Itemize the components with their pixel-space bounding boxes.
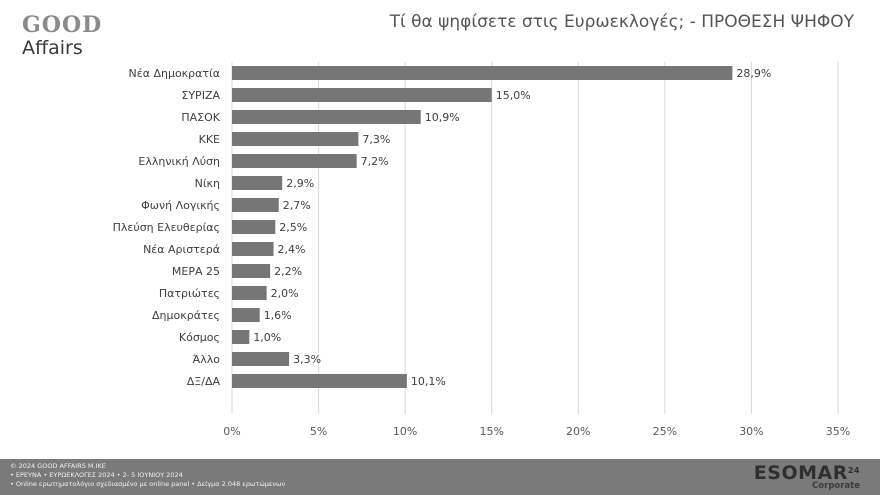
footer-method-info: • Online ερωτηματολόγιο σχεδιασμένο με o…: [10, 480, 286, 488]
esomar-text: ESOMAR: [753, 462, 848, 484]
category-label: ΣΥΡΙΖΑ: [181, 89, 220, 102]
value-label: 7,3%: [362, 133, 390, 146]
x-tick-label: 15%: [479, 425, 503, 438]
category-label: Ελληνική Λύση: [138, 155, 220, 168]
category-label: ΜΕΡΑ 25: [172, 265, 220, 278]
category-label: Νέα Δημοκρατία: [129, 67, 220, 80]
value-labels: 28,9% 15,0% 10,9% 7,3% 7,2% 2,9% 2,7% 2,5% 2,4% 2…: [253, 67, 771, 388]
value-label: 2,2%: [274, 265, 302, 278]
footer-survey-info: • ΕΡΕΥΝΑ • ΕΥΡΩΕΚΛΟΓΕΣ 2024 • 2- 5 ΙΟΥΝΙ…: [10, 471, 183, 479]
x-tick-label: 5%: [310, 425, 327, 438]
x-tick-label: 25%: [653, 425, 677, 438]
bar: [232, 374, 407, 388]
x-tick-label: 0%: [223, 425, 240, 438]
bar: [232, 176, 283, 190]
value-label: 1,6%: [264, 309, 292, 322]
bar: [232, 220, 276, 234]
value-label: 3,3%: [293, 353, 321, 366]
value-label: 28,9%: [736, 67, 771, 80]
bar: [232, 198, 279, 212]
esomar-corporate-label: Corporate: [812, 481, 860, 491]
category-label: Πλεύση Ελευθερίας: [113, 221, 220, 234]
category-label: ΠΑΣΟΚ: [181, 111, 220, 124]
category-label: Πατριώτες: [159, 287, 220, 300]
bar: [232, 330, 250, 344]
value-label: 1,0%: [253, 331, 281, 344]
value-label: 15,0%: [496, 89, 531, 102]
value-label: 2,0%: [271, 287, 299, 300]
bar: [232, 132, 359, 146]
category-label: ΚΚΕ: [199, 133, 220, 146]
bar: [232, 110, 421, 124]
category-label: Άλλο: [193, 353, 221, 366]
esomar-logo: ESOMAR24: [754, 463, 860, 483]
logo-text-good: GOOD: [22, 12, 103, 38]
value-label: 10,1%: [411, 375, 446, 388]
esomar-superscript: 24: [847, 466, 860, 475]
category-label: Φωνή Λογικής: [141, 199, 220, 212]
chart-title: Τί θα ψηφίσετε στις Ευρωεκλογές; - ΠΡΟΘΕ…: [389, 12, 854, 32]
bar: [232, 352, 290, 366]
value-label: 7,2%: [361, 155, 389, 168]
good-affairs-logo: GOOD Affairs: [22, 14, 112, 64]
bar: [232, 242, 274, 256]
x-tick-label: 35%: [826, 425, 850, 438]
bars: [232, 66, 733, 388]
value-label: 10,9%: [425, 111, 460, 124]
category-label: Δημοκράτες: [152, 309, 220, 322]
value-label: 2,4%: [278, 243, 306, 256]
bar: [232, 264, 271, 278]
category-label: Νίκη: [195, 177, 220, 190]
value-label: 2,7%: [283, 199, 311, 212]
bar: [232, 286, 267, 300]
logo-text-affairs: Affairs: [22, 37, 83, 59]
bar: [232, 154, 357, 168]
bar-chart: Νέα Δημοκρατία ΣΥΡΙΖΑ ΠΑΣΟΚ ΚΚΕ Ελληνική Λύσ…: [113, 62, 850, 438]
x-axis-ticks: 0% 5% 10% 15% 20% 25% 30% 35%: [223, 425, 850, 438]
bar: [232, 88, 492, 102]
value-label: 2,5%: [279, 221, 307, 234]
category-label: ΔΞ/ΔΑ: [187, 375, 221, 388]
category-label: Κόσμος: [179, 331, 220, 344]
bar: [232, 66, 733, 80]
x-tick-label: 10%: [393, 425, 417, 438]
x-tick-label: 30%: [739, 425, 763, 438]
footer-bar: © 2024 GOOD AFFAIRS M.IKE • ΕΡΕΥΝΑ • ΕΥΡ…: [0, 459, 880, 495]
category-labels: Νέα Δημοκρατία ΣΥΡΙΖΑ ΠΑΣΟΚ ΚΚΕ Ελληνική Λύσ…: [113, 67, 221, 388]
footer-copyright: © 2024 GOOD AFFAIRS M.IKE: [10, 462, 106, 470]
category-label: Νέα Αριστερά: [143, 243, 220, 256]
bar: [232, 308, 260, 322]
value-label: 2,9%: [286, 177, 314, 190]
x-tick-label: 20%: [566, 425, 590, 438]
